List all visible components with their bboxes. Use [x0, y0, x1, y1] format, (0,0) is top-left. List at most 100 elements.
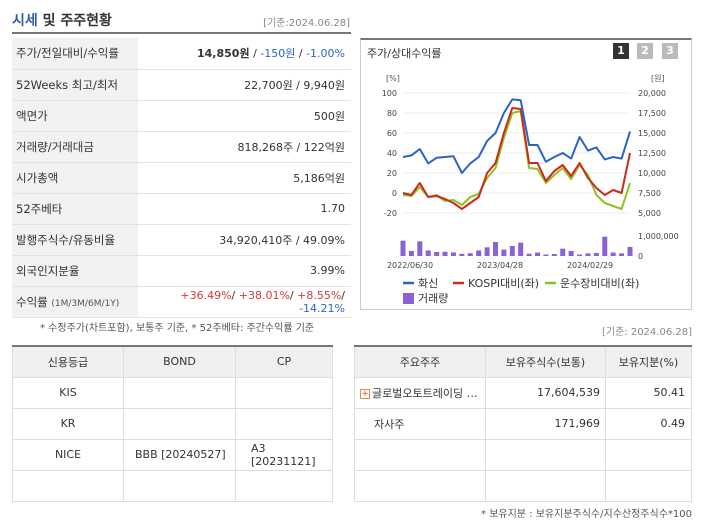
holder-name-cell: [354, 469, 486, 502]
right-tick-label: 5,000: [638, 209, 661, 218]
legend-label: 화신: [418, 277, 438, 290]
left-tick-label: 40: [387, 149, 397, 158]
volume-bar: [518, 242, 524, 256]
volume-bar: [408, 250, 414, 256]
stake-cell: [605, 438, 692, 471]
volume-bar: [425, 250, 431, 256]
left-tick-label: 0: [392, 189, 397, 198]
volume-bar: [434, 252, 440, 256]
series-line: [402, 107, 631, 210]
series-line: [402, 110, 631, 210]
col-header: 주요주주: [354, 345, 486, 378]
volume-bar: [560, 248, 566, 256]
left-tick-label: 100: [382, 89, 397, 98]
volume-bar: [619, 253, 625, 256]
volume-bar: [551, 254, 557, 256]
table-row: 시가총액 5,186억원: [12, 162, 351, 194]
volume-bar: [492, 242, 498, 256]
cp-cell: [235, 376, 333, 409]
volume-bar: [610, 252, 616, 256]
volume-bar: [459, 253, 465, 256]
cp-cell: [235, 469, 333, 502]
row-label: 액면가: [12, 100, 138, 132]
row-label: 발행주식수/유동비율: [12, 224, 138, 256]
volume-bar: [627, 246, 633, 256]
series-line: [402, 98, 631, 174]
table-row: [354, 438, 692, 471]
bond-cell: [123, 469, 236, 502]
table-row: 자사주 171,969 0.49: [354, 407, 692, 440]
footnote-2: * 보유지분 : 보유지분주식수/지수산정주식수*100: [481, 509, 692, 520]
agency-cell: KR: [12, 407, 124, 440]
agency-cell: [12, 469, 124, 502]
volume-bar: [442, 251, 448, 256]
volume-bar: [602, 236, 608, 256]
agency-cell: NICE: [12, 438, 124, 471]
reference-date-2: [기준: 2024.06.28]: [601, 327, 692, 338]
stake-cell: 50.41: [605, 376, 692, 409]
row-value: 500원: [138, 100, 351, 132]
bond-cell: [123, 376, 236, 409]
volume-bar: [467, 253, 473, 256]
x-tick-label: 2023/04/28: [477, 261, 523, 270]
shares-cell: [485, 438, 606, 471]
volume-bar: [450, 252, 456, 256]
volume-bar: [585, 253, 591, 256]
row-label: 52Weeks 최고/최저: [12, 69, 138, 101]
reference-date: [기준:2024.06.28]: [263, 18, 350, 29]
table-row: 외국인지분율 3.99%: [12, 255, 351, 287]
chart-page-2-button[interactable]: 2: [637, 43, 653, 59]
row-value: 3.99%: [138, 255, 351, 287]
legend-label: 운수장비대비(좌): [560, 277, 639, 290]
left-tick-label: 80: [387, 109, 397, 118]
col-header: 보유지분(%): [605, 345, 692, 378]
volume-bar: [417, 241, 423, 256]
holder-name-cell: 자사주: [354, 407, 486, 440]
shares-cell: 171,969: [485, 407, 606, 440]
header-divider: [12, 32, 351, 34]
footnote: * 수정주가(차트포함), 보통주 기준, * 52주베타: 주간수익률 기준: [40, 323, 315, 334]
row-label: 주가/전일대비/수익률: [12, 38, 138, 70]
stake-cell: [605, 469, 692, 502]
table-row: + 글로벌오토트레이딩 … 17,604,539 50.41: [354, 376, 692, 409]
row-value: 818,268주 / 122억원: [138, 131, 351, 163]
shareholders-table: 주요주주 보유주식수(보통) 보유지분(%) + 글로벌오토트레이딩 … 17,6…: [354, 345, 692, 502]
table-row: 52주베타 1.70: [12, 193, 351, 225]
bond-cell: BBB [20240527]: [123, 438, 236, 471]
chart-page-3-button[interactable]: 3: [662, 43, 678, 59]
chart-page-1-button[interactable]: 1: [613, 43, 629, 59]
volume-tick-label: 0: [638, 252, 643, 261]
volume-bar: [593, 252, 599, 256]
holder-name-cell: [354, 438, 486, 471]
section-title: 시세 및 주주현황: [12, 13, 112, 29]
volume-bar: [526, 253, 532, 256]
volume-bar: [568, 250, 574, 256]
table-row: KIS: [12, 376, 333, 409]
stake-cell: 0.49: [605, 407, 692, 440]
holder-name-cell[interactable]: + 글로벌오토트레이딩 …: [354, 376, 486, 409]
right-tick-label: 10,000: [638, 169, 666, 178]
bond-cell: [123, 407, 236, 440]
col-header: CP: [235, 345, 333, 378]
expand-plus-icon[interactable]: +: [360, 388, 370, 399]
volume-bar: [400, 240, 406, 256]
row-label: 거래량/거래대금: [12, 131, 138, 163]
table-row: [12, 469, 333, 502]
shares-cell: [485, 469, 606, 502]
volume-tick-label: 1,000,000: [638, 232, 679, 241]
left-tick-label: 60: [387, 129, 397, 138]
row-label: 외국인지분율: [12, 255, 138, 287]
chart-title: 주가/상대수익률: [367, 47, 442, 60]
table-row: 52Weeks 최고/최저 22,700원 / 9,940원: [12, 69, 351, 101]
volume-bar: [501, 249, 507, 256]
legend-label: KOSPI대비(좌): [468, 277, 539, 290]
row-label: 수익률 (1M/3M/6M/1Y): [12, 286, 138, 318]
chart-panel: [360, 38, 692, 310]
right-axis-label: [원]: [651, 74, 665, 83]
col-header: 신용등급: [12, 345, 124, 378]
col-header: 보유주식수(보통): [485, 345, 606, 378]
right-tick-label: 15,000: [638, 129, 666, 138]
x-tick-label: 2024/02/29: [567, 261, 613, 270]
left-tick-label: 20: [387, 169, 397, 178]
